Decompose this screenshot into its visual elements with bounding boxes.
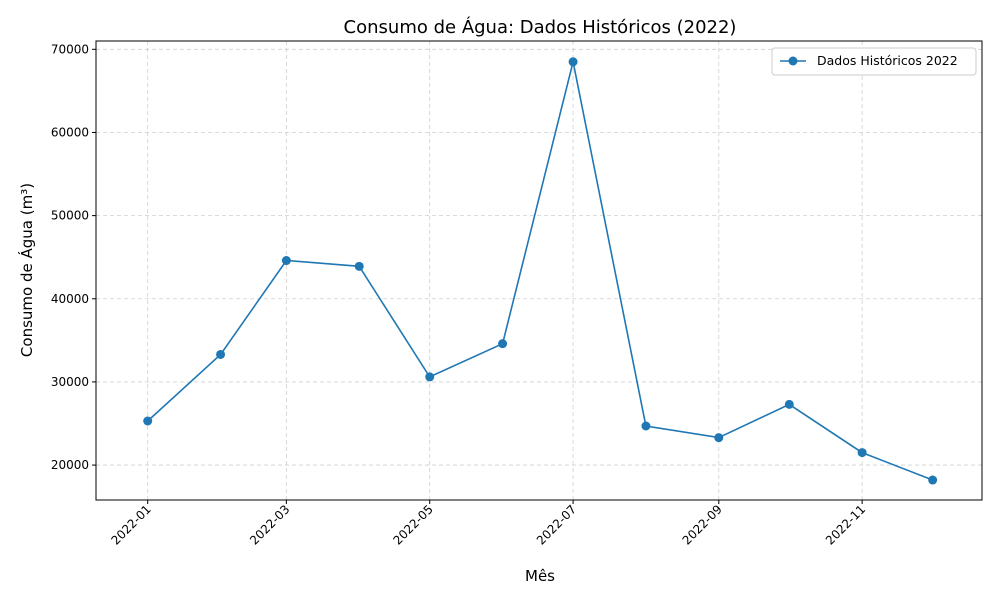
data-point	[498, 339, 508, 349]
legend-marker	[788, 56, 798, 66]
legend: Dados Históricos 2022	[771, 47, 977, 76]
y-tick-label: 20000	[51, 458, 89, 472]
y-axis-label: Consumo de Água (m³)	[17, 183, 36, 357]
y-tick-label: 60000	[51, 125, 89, 139]
data-point	[928, 475, 938, 485]
series-layer	[143, 57, 938, 485]
series-line	[147, 61, 933, 481]
y-tick-label: 30000	[51, 375, 89, 389]
data-point	[281, 256, 291, 266]
legend-box	[771, 47, 977, 76]
data-point	[425, 372, 435, 382]
y-tick-label: 40000	[51, 292, 89, 306]
legend-label: Dados Históricos 2022	[817, 53, 958, 68]
data-point	[714, 433, 724, 443]
data-point	[784, 399, 794, 409]
data-point	[143, 416, 153, 426]
y-tick-label: 50000	[51, 209, 89, 223]
data-point	[568, 57, 578, 67]
chart-title: Consumo de Água: Dados Históricos (2022)	[344, 16, 737, 38]
data-point	[857, 448, 867, 458]
y-axis: 20000 30000 40000 50000 60000 70000	[51, 42, 96, 472]
data-point	[216, 349, 226, 359]
data-point	[641, 421, 651, 431]
plot-area-frame	[95, 40, 983, 501]
y-tick-label: 70000	[51, 42, 89, 56]
x-axis-label: Mês	[525, 567, 555, 585]
data-point	[354, 261, 364, 271]
